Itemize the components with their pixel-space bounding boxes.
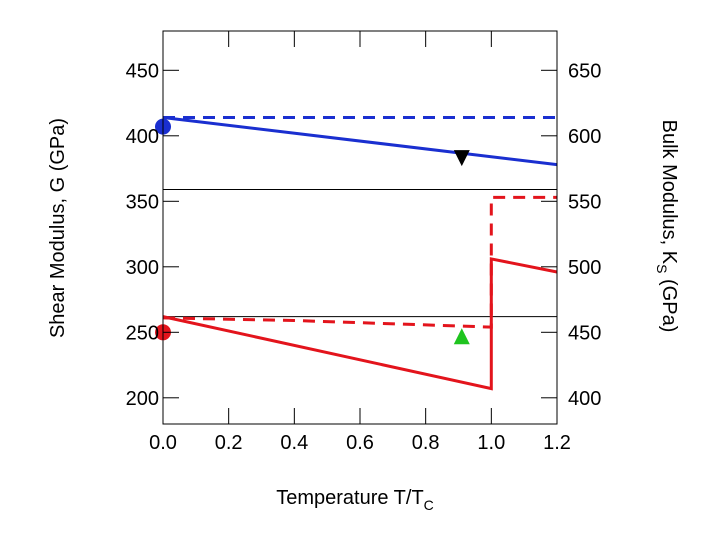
- x-tick-label: 0.8: [412, 432, 440, 454]
- y-right-tick-label: 450: [568, 322, 601, 344]
- x-tick-label: 0.6: [346, 432, 374, 454]
- marker-triangle-down-1: [453, 150, 470, 167]
- y-right-tick-label: 650: [568, 60, 601, 82]
- y-right-tick-label: 500: [568, 257, 601, 279]
- x-axis-label: Temperature T/TC: [276, 487, 434, 513]
- y-left-tick-label: 250: [126, 322, 159, 344]
- y-right-tick-label: 600: [568, 126, 601, 148]
- y-left-tick-label: 350: [126, 191, 159, 213]
- series-line-3: [162, 195, 557, 329]
- x-tick-label: 0.0: [149, 432, 177, 454]
- y-right-tick-label: 550: [568, 191, 601, 213]
- plot-frame: [162, 30, 558, 425]
- y-axis-label-right: Bulk Modulus, KS (GPa): [654, 120, 680, 333]
- series-lines: [162, 116, 558, 391]
- y-right-tick-label: 400: [568, 388, 601, 410]
- y-left-tick-label: 450: [126, 60, 159, 82]
- x-tick-label: 1.2: [543, 432, 571, 454]
- data-markers: [155, 118, 470, 345]
- series-line-0: [162, 116, 558, 167]
- x-tick-label: 0.4: [280, 432, 308, 454]
- x-tick-label: 1.0: [477, 432, 505, 454]
- y-left-tick-label: 300: [126, 257, 159, 279]
- grid-lines: [163, 189, 557, 318]
- series-line-2: [162, 257, 558, 391]
- y-left-tick-label: 400: [126, 126, 159, 148]
- y-axis-label-left: Shear Modulus, G (GPa): [47, 118, 69, 338]
- y-left-tick-label: 200: [126, 388, 159, 410]
- x-tick-label: 0.2: [215, 432, 243, 454]
- marker-triangle-up-3: [453, 328, 470, 345]
- axis-ticks: [162, 31, 558, 424]
- tick-labels: 0.0 0.2 0.4 0.6 0.8 1.0 1.2 200 250 300 350 400 450 4…: [126, 60, 602, 454]
